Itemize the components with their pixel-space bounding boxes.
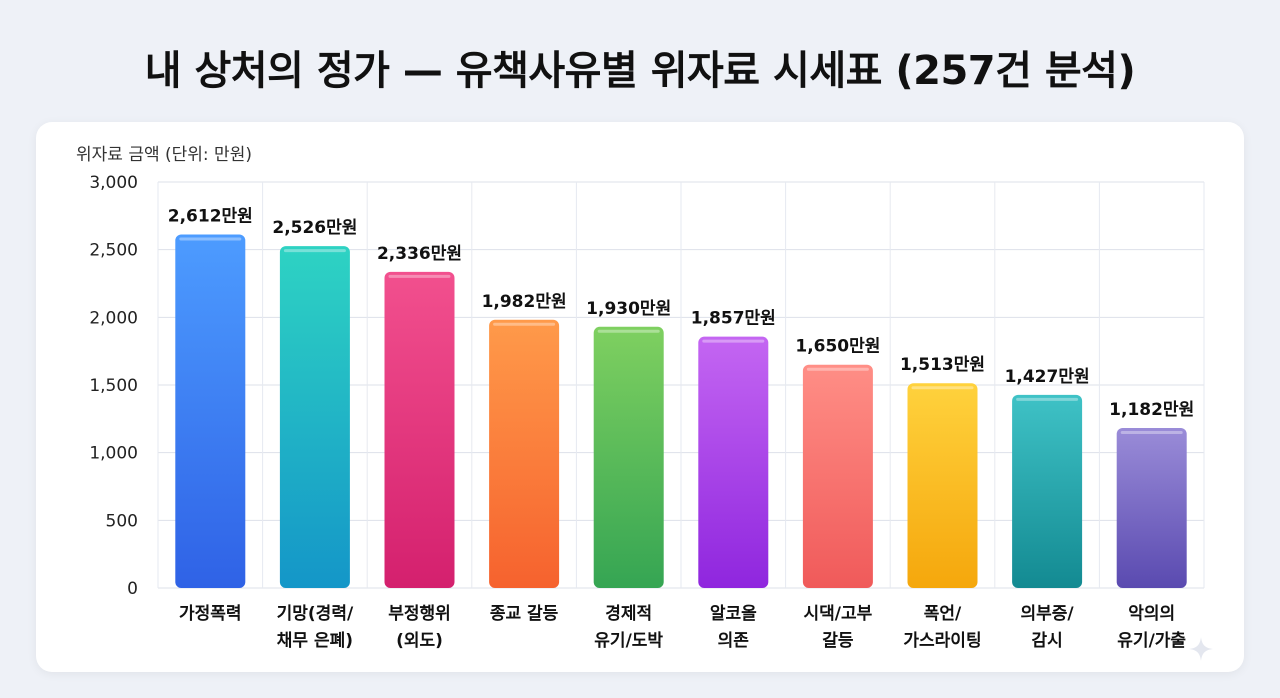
bar-highlight <box>493 322 556 326</box>
bar-highlight <box>388 274 451 278</box>
y-tick-label: 0 <box>127 579 138 599</box>
bar-highlight <box>1016 397 1079 401</box>
bar-highlight <box>806 367 869 371</box>
value-label: 1,182만원 <box>1109 400 1194 420</box>
chart-card: 위자료 금액 (단위: 만원) 0 500 1,000 1,500 2,000 2,500… <box>36 122 1244 672</box>
x-tick-label: 가정폭력 <box>179 604 242 624</box>
bar <box>907 383 978 588</box>
bar-chart: 위자료 금액 (단위: 만원) 0 500 1,000 1,500 2,000 2,500… <box>76 145 1205 651</box>
x-tick-label: 의부증/감시 <box>1021 604 1075 651</box>
bar-highlight <box>1120 431 1183 435</box>
bar-highlight <box>911 386 974 390</box>
value-label: 1,857만원 <box>691 309 776 329</box>
x-tick-label: 악의의 유기/가출 <box>1117 604 1186 651</box>
bar <box>279 246 350 588</box>
y-tick-label: 1,000 <box>89 444 138 464</box>
value-label: 1,650만원 <box>795 337 880 357</box>
x-axis-labels: 가정폭력 기망(경력/채무 은폐) 부정행위 (외도) 종교 갈등 경제적 유기/도박 알코올… <box>179 604 1186 651</box>
x-tick-label: 폭언/가스라이팅 <box>903 604 981 651</box>
bar-highlight <box>179 237 242 241</box>
bar <box>698 336 769 588</box>
bar <box>802 364 873 588</box>
x-tick-label: 경제적 유기/도박 <box>594 604 663 651</box>
x-tick-label: 기망(경력/채무 은폐) <box>277 604 354 651</box>
x-tick-label: 알코올 의존 <box>710 604 757 651</box>
value-label: 1,513만원 <box>900 355 985 375</box>
x-tick-label: 종교 갈등 <box>490 604 559 624</box>
value-label: 1,982만원 <box>482 292 567 312</box>
value-labels: 2,612만원 2,526만원 2,336만원 1,982만원 1,930만원 1,857… <box>168 207 1194 421</box>
y-axis-label: 위자료 금액 (단위: 만원) <box>76 145 252 165</box>
y-tick-label: 1,500 <box>89 376 138 396</box>
value-label: 2,526만원 <box>272 218 357 238</box>
bars <box>175 234 1187 588</box>
bar <box>1012 394 1083 588</box>
bar <box>175 234 246 588</box>
bar <box>384 271 455 588</box>
bar-highlight <box>702 339 765 343</box>
y-tick-label: 2,000 <box>89 308 138 328</box>
chart-title: 내 상처의 정가 — 유책사유별 위자료 시세표 (257건 분석) <box>144 48 1136 94</box>
value-label: 2,612만원 <box>168 207 253 227</box>
x-tick-label: 시댁/고부 갈등 <box>804 604 873 651</box>
value-label: 1,930만원 <box>586 299 671 319</box>
y-tick-label: 500 <box>106 511 138 531</box>
bar-highlight <box>597 329 660 333</box>
value-label: 1,427만원 <box>1005 367 1090 387</box>
sparkle-icon <box>1189 637 1213 661</box>
x-tick-label: 부정행위 (외도) <box>388 604 451 651</box>
bar <box>593 326 664 588</box>
bar-highlight <box>283 249 346 253</box>
bar <box>1116 428 1187 588</box>
bar <box>489 319 560 588</box>
y-axis-ticks: 0 500 1,000 1,500 2,000 2,500 3,000 <box>89 173 138 599</box>
y-tick-label: 3,000 <box>89 173 138 193</box>
value-label: 2,336만원 <box>377 244 462 264</box>
y-tick-label: 2,500 <box>89 241 138 261</box>
